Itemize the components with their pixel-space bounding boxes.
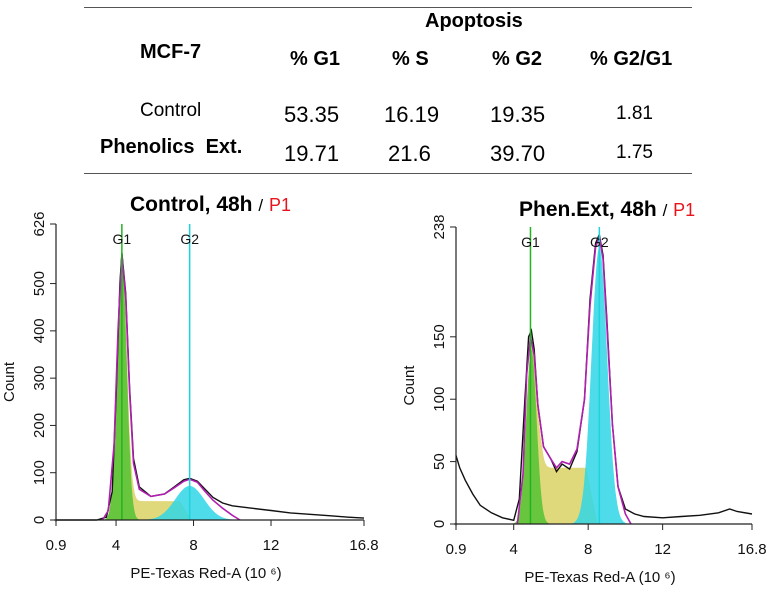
column-header-g2: % G2 [492,48,543,70]
data-histogram-line [455,232,753,522]
control-g2-value: 19.35 [490,102,546,127]
marker-label-g1: G1 [521,234,540,250]
column-header-g1: % G1 [290,48,341,70]
x-axis-label: PE-Texas Red-A (10 ⁶) [524,569,675,586]
model-fit-line [516,233,632,525]
y-tick-label: 100 [431,387,448,412]
table-group-header: Apoptosis [425,10,523,32]
column-header-s: % S [392,48,429,70]
histogram-plot-2: G1 G2 0.9 4 8 12 16.8 0 50 100 150 238 PE-Texas Red-… [401,214,767,586]
y-tick-label: 0 [431,520,448,528]
y-tick-label: 200 [31,413,48,438]
g1-peak-area [510,349,553,524]
phenolics-ratio-value: 1.75 [616,142,653,163]
y-axis-label: Count [1,361,18,402]
y-tick-label: 150 [431,324,448,349]
x-tick-label: 0.9 [446,541,467,558]
plot-title-text: Control, 48h [130,193,253,216]
marker-label-g2: G2 [590,234,609,250]
plot-title-phenolics: Phen.Ext, 48h / P1 [519,198,695,222]
x-tick-label: 4 [510,541,518,558]
y-tick-label: 0 [31,516,48,524]
plot-title-separator: / [258,196,264,215]
y-tick-label: 100 [31,460,48,485]
x-tick-label: 8 [189,537,197,554]
marker-label-g2: G2 [180,231,199,247]
s-phase-area [512,342,628,524]
column-header-g2-g1: % G2/G1 [590,48,673,70]
row-label-phenolics: Phenolics Ext. [100,136,243,158]
gate-label: P1 [673,200,696,220]
y-tick-label: 300 [31,366,48,391]
x-tick-label: 16.8 [737,541,766,558]
cell-line-label: MCF-7 [140,41,202,63]
x-tick-label: 12 [654,541,671,558]
plot-title-control: Control, 48h / P1 [130,193,291,217]
y-tick-label: 50 [431,453,448,470]
control-ratio-value: 1.81 [616,103,653,124]
y-axis-label: Count [401,365,418,406]
y-tick-label: 500 [31,271,48,296]
data-histogram-line [56,252,365,521]
phenolics-g2-value: 39.70 [490,141,546,166]
x-tick-label: 12 [263,537,280,554]
x-tick-label: 4 [112,537,120,554]
model-fit-line [101,255,241,521]
histogram-plot-1: G1 G2 0.9 4 8 12 16.8 0 100 200 300 400 500 626 PE-Tex… [1,211,379,582]
x-axis-label: PE-Texas Red-A (10 ⁶) [130,565,281,582]
y-tick-label: 400 [31,318,48,343]
plot-title-text: Phen.Ext, 48h [519,198,657,221]
plot-title-separator: / [662,201,668,220]
y-tick-label: 626 [31,211,48,236]
table-top-rule [84,7,692,8]
phenolics-g1-value: 19.71 [284,141,340,166]
x-tick-label: 16.8 [349,537,378,554]
control-g1-value: 53.35 [284,102,340,127]
control-s-value: 16.19 [384,102,440,127]
x-tick-label: 8 [584,541,592,558]
phenolics-s-value: 21.6 [388,141,431,166]
table-bottom-rule [84,173,692,174]
x-tick-label: 0.9 [46,537,67,554]
gate-label: P1 [268,195,291,215]
row-label-control: Control [140,100,202,121]
marker-label-g1: G1 [113,231,132,247]
y-tick-label: 238 [431,214,448,239]
